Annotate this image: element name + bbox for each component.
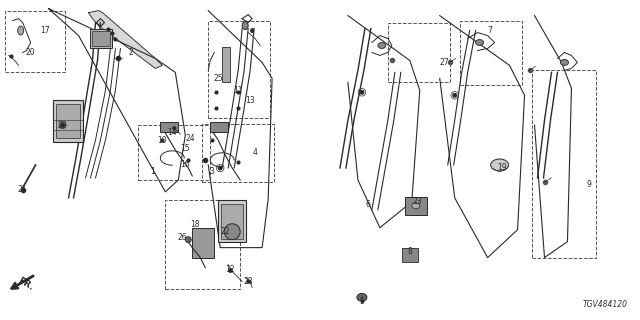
Text: 6: 6	[365, 200, 371, 209]
Text: 8: 8	[408, 247, 412, 256]
Ellipse shape	[186, 237, 191, 243]
Text: 13: 13	[245, 96, 255, 105]
Bar	[402, 248, 418, 261]
Text: 7: 7	[487, 26, 492, 35]
Text: 26: 26	[177, 233, 187, 242]
Text: 10: 10	[157, 136, 167, 145]
Bar	[52, 100, 83, 142]
Circle shape	[360, 91, 364, 94]
Ellipse shape	[491, 159, 509, 171]
Bar	[208, 20, 270, 118]
Text: 17: 17	[40, 26, 49, 35]
Text: 9: 9	[587, 180, 592, 189]
Bar	[218, 200, 246, 242]
Text: 28: 28	[243, 277, 253, 286]
Text: 20: 20	[26, 48, 35, 57]
Polygon shape	[88, 11, 163, 68]
Bar	[138, 125, 210, 180]
Text: 5: 5	[360, 297, 364, 306]
Text: 4: 4	[253, 148, 257, 156]
Circle shape	[218, 166, 222, 170]
Text: 29: 29	[58, 121, 67, 130]
Text: 18: 18	[191, 220, 200, 229]
Bar	[210, 122, 228, 132]
Bar	[56, 104, 79, 138]
Text: 15: 15	[180, 144, 190, 153]
Text: TGV484120: TGV484120	[582, 300, 627, 309]
Bar	[405, 197, 427, 215]
Text: 3: 3	[210, 167, 214, 176]
Ellipse shape	[412, 203, 420, 209]
Bar	[221, 204, 243, 239]
Text: 24: 24	[186, 133, 195, 143]
Text: 16: 16	[180, 160, 190, 170]
Bar	[161, 122, 179, 132]
Ellipse shape	[378, 43, 386, 49]
Bar	[532, 70, 596, 258]
Bar	[388, 23, 450, 82]
Circle shape	[61, 123, 65, 127]
Text: 11: 11	[234, 86, 243, 95]
Ellipse shape	[561, 60, 568, 65]
Bar	[460, 20, 522, 85]
Bar	[222, 47, 230, 82]
Ellipse shape	[250, 28, 254, 33]
Text: 27: 27	[440, 58, 449, 67]
Text: 23: 23	[413, 197, 422, 206]
Circle shape	[224, 224, 240, 240]
Text: 21: 21	[18, 185, 28, 194]
Bar	[90, 28, 113, 49]
Ellipse shape	[18, 26, 24, 35]
Text: FR.: FR.	[16, 276, 35, 292]
Text: 2: 2	[128, 48, 132, 57]
Bar	[165, 200, 240, 289]
Text: 1: 1	[150, 167, 155, 176]
Text: 25: 25	[213, 74, 223, 83]
Text: 12: 12	[225, 265, 235, 274]
Ellipse shape	[242, 22, 248, 29]
Text: 14: 14	[168, 128, 177, 137]
Bar	[4, 11, 65, 72]
Ellipse shape	[476, 40, 484, 45]
Bar	[93, 31, 111, 46]
Ellipse shape	[172, 126, 176, 130]
Text: 22: 22	[220, 227, 230, 236]
Ellipse shape	[357, 293, 367, 301]
Bar	[192, 228, 214, 258]
Circle shape	[453, 93, 456, 97]
Bar	[202, 124, 274, 182]
Text: 19: 19	[497, 164, 506, 172]
